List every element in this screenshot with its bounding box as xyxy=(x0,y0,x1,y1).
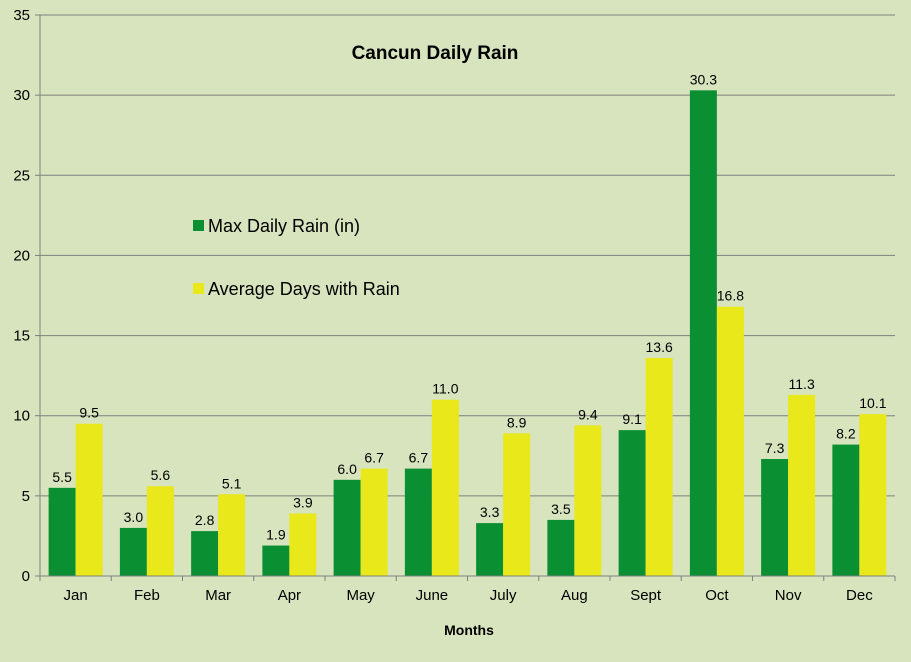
bar-max-daily-rain xyxy=(119,527,147,576)
data-label: 3.5 xyxy=(551,501,571,517)
data-label: 8.9 xyxy=(507,414,527,430)
x-tick-label: Aug xyxy=(561,587,588,604)
data-label: 11.3 xyxy=(789,376,815,392)
x-tick-label: Jan xyxy=(64,587,88,604)
bar-avg-days-rain xyxy=(788,394,816,576)
bar-max-daily-rain xyxy=(333,479,361,576)
bar-max-daily-rain xyxy=(191,531,219,576)
bar-avg-days-rain xyxy=(645,358,673,576)
data-label: 5.1 xyxy=(222,475,242,491)
data-label: 8.2 xyxy=(836,426,856,442)
legend-label: Max Daily Rain (in) xyxy=(208,216,360,236)
data-label: 7.3 xyxy=(765,440,785,456)
data-label: 10.1 xyxy=(859,395,886,411)
data-label: 3.9 xyxy=(293,494,313,510)
data-label: 9.5 xyxy=(79,405,99,421)
bar-max-daily-rain xyxy=(262,545,290,576)
bar-max-daily-rain xyxy=(761,458,789,576)
bar-avg-days-rain xyxy=(146,486,174,576)
x-tick-label: Nov xyxy=(775,587,802,604)
x-tick-label: Mar xyxy=(205,587,231,604)
bars xyxy=(48,90,887,576)
data-label: 2.8 xyxy=(195,512,215,528)
bar-max-daily-rain xyxy=(832,444,860,576)
data-label: 16.8 xyxy=(717,288,744,304)
bar-max-daily-rain xyxy=(404,468,432,576)
bar-max-daily-rain xyxy=(48,487,76,576)
data-label: 9.4 xyxy=(578,406,598,422)
y-tick-label: 20 xyxy=(13,247,30,264)
data-label: 3.0 xyxy=(124,509,144,525)
data-label: 11.0 xyxy=(432,381,458,397)
bar-max-daily-rain xyxy=(547,519,575,576)
data-label: 1.9 xyxy=(266,527,286,543)
y-tick-label: 0 xyxy=(22,568,30,585)
y-tick-label: 15 xyxy=(13,328,30,345)
bar-avg-days-rain xyxy=(431,399,459,576)
x-tick-label: Oct xyxy=(705,587,729,604)
x-tick-label: Sept xyxy=(630,587,662,604)
bar-avg-days-rain xyxy=(859,414,887,576)
x-tick-label: Feb xyxy=(134,587,160,604)
data-label: 5.5 xyxy=(52,469,72,485)
y-tick-label: 25 xyxy=(13,167,30,184)
bar-max-daily-rain xyxy=(476,523,504,576)
bar-max-daily-rain xyxy=(689,90,717,576)
bar-max-daily-rain xyxy=(618,430,646,576)
legend: Max Daily Rain (in) Average Days with Rai… xyxy=(193,216,400,299)
grid-lines xyxy=(40,14,895,577)
data-label: 6.7 xyxy=(364,450,384,466)
chart-title: Cancun Daily Rain xyxy=(352,43,519,64)
x-axis-title: Months xyxy=(444,622,494,638)
x-tick-label: Apr xyxy=(278,587,301,604)
bar-avg-days-rain xyxy=(574,425,602,576)
y-tick-label: 5 xyxy=(22,488,30,505)
legend-swatch xyxy=(193,220,204,231)
axes: 0 5 10 15 20 25 30 35 Jan Feb Mar Apr May June July Aug… xyxy=(13,7,896,604)
y-tick-label: 10 xyxy=(13,408,30,425)
y-tick-label: 30 xyxy=(13,87,30,104)
data-labels: 5.5 9.5 3.0 5.6 2.8 5.1 1.9 3.9 6.0 6.7 6.7 11.0 3.3… xyxy=(52,71,886,542)
bar-avg-days-rain xyxy=(75,423,103,576)
x-tick-label: Dec xyxy=(846,587,873,604)
bar-avg-days-rain xyxy=(503,433,531,576)
bar-avg-days-rain xyxy=(289,513,317,576)
data-label: 6.0 xyxy=(337,461,357,477)
data-label: 3.3 xyxy=(480,504,500,520)
bar-avg-days-rain xyxy=(360,468,388,576)
data-label: 9.1 xyxy=(622,411,642,427)
y-tick-label: 35 xyxy=(13,7,30,24)
bar-avg-days-rain xyxy=(716,306,744,576)
legend-swatch xyxy=(193,283,204,294)
legend-label: Average Days with Rain xyxy=(208,279,400,299)
data-label: 30.3 xyxy=(690,71,717,87)
data-label: 13.6 xyxy=(646,339,673,355)
x-tick-label: July xyxy=(490,587,517,604)
x-tick-label: May xyxy=(346,587,375,604)
data-label: 6.7 xyxy=(409,450,429,466)
data-label: 5.6 xyxy=(151,467,171,483)
x-tick-label: June xyxy=(416,587,449,604)
bar-avg-days-rain xyxy=(218,494,246,576)
